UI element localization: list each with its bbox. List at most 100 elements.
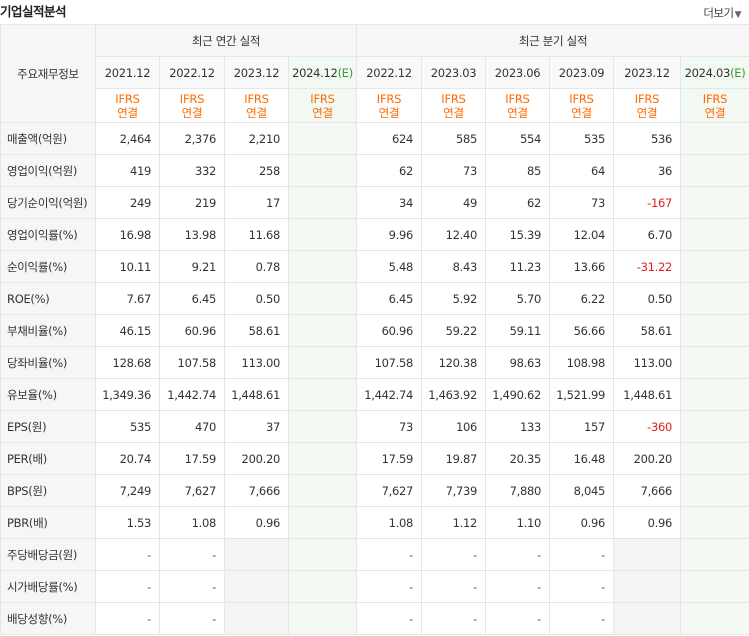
table-cell: - <box>421 602 487 635</box>
table-cell <box>680 410 749 443</box>
table-cell <box>680 154 749 187</box>
period-label: 2024.03 <box>684 65 731 80</box>
table-cell <box>287 314 358 347</box>
table-cell: - <box>485 570 551 603</box>
table-cell: 419 <box>95 154 160 187</box>
section-header: 기업실적분석 더보기▼ <box>0 0 749 24</box>
table-row: 영업이익(억원) 419 332 258 62 73 85 64 36 <box>0 154 749 187</box>
table-cell <box>680 442 749 475</box>
table-cell: 1.08 <box>159 506 225 539</box>
period-label: 2023.12 <box>624 65 670 80</box>
table-cell: 535 <box>549 122 615 155</box>
table-cell: 56.66 <box>549 314 615 347</box>
table-cell <box>287 538 358 571</box>
financial-summary-table: 주요재무정보 최근 연간 실적 최근 분기 실적 2021.12 2022.12 2023… <box>0 24 749 635</box>
table-cell <box>287 122 358 155</box>
table-cell <box>613 570 682 603</box>
table-cell: 15.39 <box>485 218 551 251</box>
period-header: 2022.12 <box>356 56 423 89</box>
consolidated-label: 연결 <box>117 105 138 120</box>
table-cell: 6.70 <box>613 218 682 251</box>
table-cell <box>287 602 358 635</box>
table-cell: 73 <box>421 154 487 187</box>
table-cell: 34 <box>356 186 423 219</box>
table-row: ROE(%) 7.67 6.45 0.50 6.45 5.92 5.70 6.22 0.50 <box>0 282 749 315</box>
table-cell: -360 <box>613 410 682 443</box>
ifrs-label: IFRS <box>115 91 140 106</box>
table-cell: 7.67 <box>95 282 160 315</box>
table-cell: 9.21 <box>159 250 225 283</box>
table-cell: - <box>356 602 423 635</box>
period-label: 2024.12 <box>292 65 338 80</box>
consolidated-label: 연결 <box>378 105 400 120</box>
table-row: BPS(원) 7,249 7,627 7,666 7,627 7,739 7,880 8,04… <box>0 474 749 507</box>
table-cell: 200.20 <box>224 442 289 475</box>
table-cell: 60.96 <box>356 314 423 347</box>
table-cell: 535 <box>95 410 160 443</box>
table-cell: 1,521.99 <box>549 378 615 411</box>
table-cell: 7,739 <box>421 474 487 507</box>
table-cell: 133 <box>485 410 551 443</box>
table-cell: 58.61 <box>224 314 289 347</box>
table-cell: 37 <box>224 410 289 443</box>
row-label: EPS(원) <box>0 410 96 443</box>
more-link[interactable]: 더보기▼ <box>703 5 741 21</box>
table-cell <box>287 250 358 283</box>
table-cell: 585 <box>421 122 487 155</box>
table-cell: 0.50 <box>224 282 289 315</box>
table-cell: - <box>421 570 487 603</box>
table-row: 주당배당금(원) - - - - - - <box>0 538 749 571</box>
table-cell: 7,627 <box>159 474 225 507</box>
table-row: 유보율(%) 1,349.36 1,442.74 1,448.61 1,442.74 1,… <box>0 378 749 411</box>
table-cell: - <box>159 538 225 571</box>
period-header: 2023.03 <box>421 56 487 89</box>
table-cell: - <box>356 570 423 603</box>
table-cell: 107.58 <box>159 346 225 379</box>
table-cell: -31.22 <box>613 250 682 283</box>
table-cell: 12.04 <box>549 218 615 251</box>
table-cell: 107.58 <box>356 346 423 379</box>
table-row: 시가배당률(%) - - - - - - <box>0 570 749 603</box>
period-label: 2023.03 <box>430 65 477 80</box>
row-label: 배당성향(%) <box>0 602 96 635</box>
consolidated-label: 연결 <box>443 105 464 120</box>
period-header: 2023.09 <box>549 56 615 89</box>
table-cell: 1,442.74 <box>356 378 423 411</box>
row-label: ROE(%) <box>0 282 96 315</box>
table-cell: 113.00 <box>613 346 682 379</box>
table-cell <box>287 346 358 379</box>
table-cell: 332 <box>159 154 225 187</box>
table-row: PBR(배) 1.53 1.08 0.96 1.08 1.12 1.10 0.96 0.96 <box>0 506 749 539</box>
table-cell: 17.59 <box>159 442 225 475</box>
table-cell: 1.12 <box>421 506 487 539</box>
table-cell: 2,210 <box>224 122 289 155</box>
consolidated-label: 연결 <box>636 105 658 120</box>
row-label: 주당배당금(원) <box>0 538 96 571</box>
table-cell: 157 <box>549 410 615 443</box>
period-label: 2022.12 <box>169 65 215 80</box>
row-label: 시가배당률(%) <box>0 570 96 603</box>
table-cell: 10.11 <box>95 250 160 283</box>
chevron-down-icon: ▼ <box>734 10 742 20</box>
table-cell <box>680 314 749 347</box>
table-cell <box>613 538 682 571</box>
table-cell: - <box>485 602 551 635</box>
table-cell: 6.45 <box>159 282 225 315</box>
table-row: 배당성향(%) - - - - - - <box>0 602 749 635</box>
table-cell: 20.35 <box>485 442 551 475</box>
ifrs-badge: IFRS 연결 <box>613 88 682 123</box>
table-cell <box>287 570 358 603</box>
table-cell: 0.96 <box>613 506 682 539</box>
row-label: PBR(배) <box>0 506 96 539</box>
table-cell: 1,448.61 <box>613 378 682 411</box>
ifrs-label: IFRS <box>376 91 402 106</box>
table-row: PER(배) 20.74 17.59 200.20 17.59 19.87 20.35 16.… <box>0 442 749 475</box>
table-cell: - <box>549 570 615 603</box>
table-cell: - <box>421 538 487 571</box>
period-label: 2022.12 <box>366 65 412 80</box>
period-label: 2023.09 <box>558 65 605 80</box>
table-cell: 0.50 <box>613 282 682 315</box>
table-cell: 0.96 <box>224 506 289 539</box>
table-cell <box>224 538 289 571</box>
table-cell: 7,880 <box>485 474 551 507</box>
